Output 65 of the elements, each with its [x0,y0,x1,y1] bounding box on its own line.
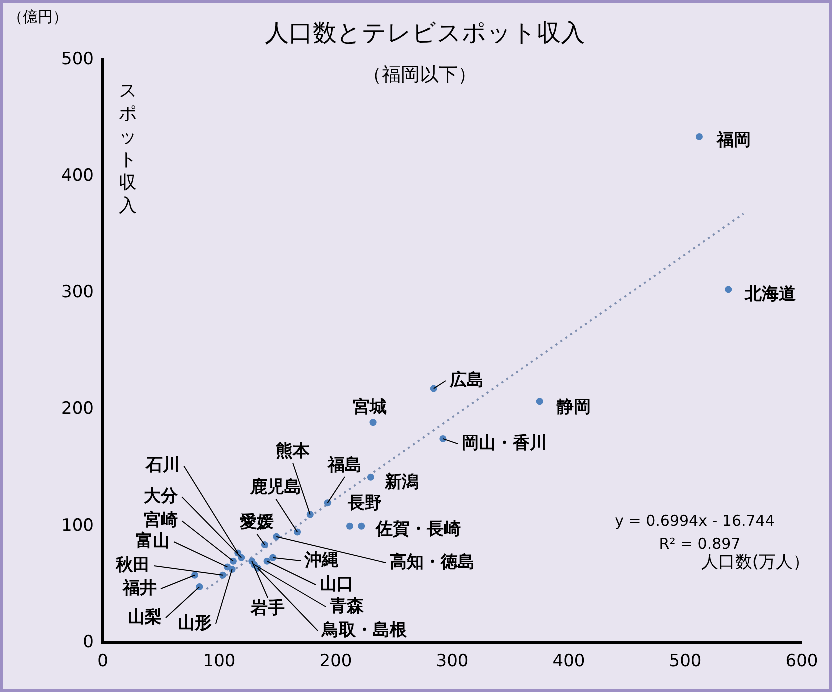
point [696,133,703,140]
annotation: 新潟 [384,472,419,492]
x-tick-label: 400 [552,652,586,672]
point [273,533,280,540]
annotation: 山口 [320,574,354,594]
annotation: 富山 [136,531,170,552]
text: （億円） [8,8,68,26]
x-tick-label: 600 [786,652,818,672]
y-axis-title: スポット収入 [119,80,137,217]
y-tick-label: 400 [62,166,94,186]
y-tick-label: 500 [62,49,94,70]
annotation: 北海道 [744,284,796,304]
x-axis-title: 人口数(万人） [701,552,810,572]
annotation: 愛媛 [240,512,274,532]
annotation: 大分 [144,486,179,506]
annotation: 高知・徳島 [390,552,475,572]
annotation: 石川 [145,455,180,476]
annotation: 長野 [347,493,382,514]
point [192,572,199,579]
annotation: 福島 [327,455,362,476]
annotation: 熊本 [276,441,311,462]
y-tick-label: 200 [62,399,94,420]
point [725,286,732,294]
annotation: 沖縄 [304,550,339,570]
annotation: 山梨 [128,607,162,628]
x-tick-label: 500 [669,652,702,672]
point [219,572,226,579]
x-tick-label: 0 [98,652,108,672]
annotation: R² = 0.897 [659,534,741,553]
point [367,474,374,481]
annotation: 岡山・香川 [462,433,547,454]
chart-subtitle: （福岡以下） [363,64,477,86]
point [264,558,271,565]
point [370,419,377,426]
annotation: 山形 [178,613,212,634]
point [358,522,366,530]
x-tick-label: 300 [436,652,469,672]
annotation: y = 0.6994x - 16.744 [615,512,775,530]
x-tick-label: 100 [203,652,236,672]
annotation: 青森 [329,596,365,616]
annotation: 福井 [122,578,157,598]
y-tick-label: 0 [83,632,94,652]
annotation: 佐賀・長崎 [375,519,461,540]
annotation: 広島 [449,370,484,390]
point [230,558,237,565]
annotation: 鹿児島 [250,477,302,498]
point [324,500,332,507]
point [440,435,447,442]
y-tick-label: 300 [62,282,94,303]
annotation: 岩手 [250,598,285,618]
point [238,554,246,562]
annotation: 宮崎 [144,510,178,530]
annotation: 宮城 [353,397,387,418]
annotation: 静岡 [556,397,591,418]
annotation: 福岡 [716,130,751,150]
x-tick-label: 200 [320,652,352,672]
point [536,398,544,406]
y-tick-label: 100 [62,516,94,536]
point [306,511,314,518]
chart-title: 人口数とテレビスポット収入 [265,19,585,48]
point [294,528,302,536]
point [346,522,354,530]
annotation: 鳥取・島根 [321,620,408,640]
annotation: 秋田 [115,555,150,576]
point [228,566,236,574]
